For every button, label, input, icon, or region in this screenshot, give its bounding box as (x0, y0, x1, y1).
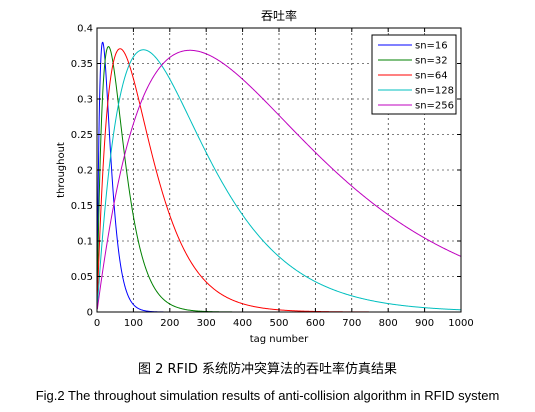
y-axis-ticks: 0 0.05 0.1 0.15 0.2 0.25 0.3 0.35 0.4 (71, 24, 461, 319)
x-tick-label: 300 (197, 318, 216, 329)
legend-label: sn=32 (415, 56, 448, 67)
y-tick-label: 0.15 (71, 201, 93, 212)
y-tick-label: 0.3 (77, 95, 93, 106)
figure: 0 100 200 300 400 500 600 700 800 900 1000 0 0.05 0.… (56, 8, 474, 345)
series-line-sn-128 (97, 49, 461, 311)
y-tick-label: 0.2 (77, 166, 93, 177)
x-axis-ticks: 0 100 200 300 400 500 600 700 800 900 1000 (94, 28, 474, 329)
y-tick-label: 0.35 (71, 59, 93, 70)
legend-label: sn=16 (415, 41, 448, 52)
series-line-sn-256 (97, 49, 461, 310)
grid (97, 28, 461, 312)
figure-caption-english: Fig.2 The throughout simulation results … (35, 388, 500, 403)
series-line-sn-16 (97, 41, 461, 312)
x-axis-label: tag number (250, 334, 309, 345)
figure-caption-chinese: 图 2 RFID 系统防冲突算法的吞吐率仿真结果 (137, 362, 398, 377)
y-tick-label: 0.25 (71, 130, 93, 141)
y-tick-label: 0.4 (77, 24, 93, 35)
x-tick-label: 400 (233, 318, 252, 329)
y-tick-label: 0.05 (71, 272, 93, 283)
legend: sn=16 sn=32 sn=64 sn=128 sn=256 (371, 34, 457, 115)
chart: 0 100 200 300 400 500 600 700 800 900 1000 0 0.05 0.… (56, 8, 474, 345)
x-tick-label: 200 (160, 318, 179, 329)
x-tick-label: 500 (269, 318, 288, 329)
x-tick-label: 0 (94, 318, 100, 329)
x-tick-label: 600 (306, 318, 325, 329)
legend-label: sn=64 (415, 71, 448, 82)
chart-title: 吞吐率 (261, 8, 297, 23)
x-tick-label: 1000 (448, 318, 473, 329)
y-tick-label: 0 (87, 308, 93, 319)
x-tick-label: 100 (124, 318, 143, 329)
legend-label: sn=128 (415, 86, 454, 97)
x-tick-label: 800 (379, 318, 398, 329)
x-tick-label: 900 (415, 318, 434, 329)
y-tick-label: 0.1 (77, 237, 93, 248)
x-tick-label: 700 (342, 318, 361, 329)
legend-label: sn=256 (415, 101, 454, 112)
y-axis-label: throughout (56, 142, 67, 198)
